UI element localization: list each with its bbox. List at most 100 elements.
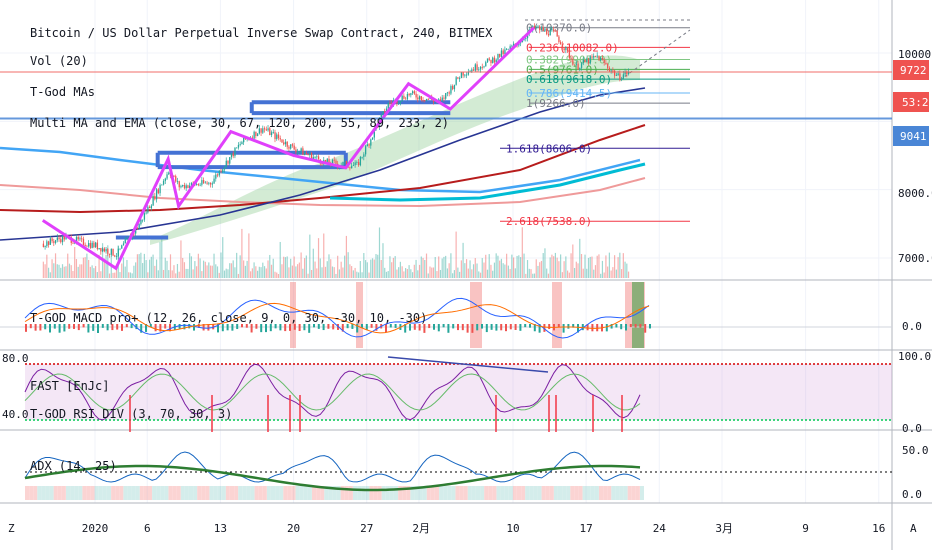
macd-hist-bar (130, 324, 133, 329)
adx-area (336, 486, 341, 500)
macd-hist-bar (125, 324, 128, 328)
candle-body (178, 181, 180, 188)
candle-body (598, 55, 600, 61)
adx-area (41, 486, 46, 500)
volume-bar (521, 227, 523, 278)
support-boxes[interactable] (115, 100, 451, 240)
volume-bar (530, 269, 532, 278)
candle-body (584, 59, 586, 63)
adx-axis: 50.0 0.0 (902, 444, 929, 501)
corner-left-button[interactable]: Z (8, 522, 15, 535)
candle-body (138, 224, 140, 229)
adx-area (529, 486, 534, 500)
volume-bar (457, 267, 459, 278)
volume-bar (42, 261, 44, 278)
volume-bar (63, 266, 65, 278)
candle-body (281, 139, 283, 143)
candle-body (422, 99, 424, 101)
candle-body (147, 206, 149, 213)
price-horizontal-lines[interactable] (0, 71, 892, 120)
macd-hist-bar (461, 324, 464, 331)
volume-bar (131, 273, 133, 278)
volume-bar (220, 252, 222, 278)
candle-body (499, 53, 501, 57)
candle-body (351, 166, 353, 169)
candle-body (218, 170, 220, 176)
zigzag-line[interactable] (41, 26, 535, 271)
candle-body (427, 98, 429, 100)
volume-bar (60, 267, 62, 278)
macd-hist-bar (317, 324, 320, 329)
rsi-line (24, 363, 641, 421)
rsi-right-tick: 0.0 (902, 422, 922, 435)
adx-area (205, 486, 210, 500)
fib-level-label: 1(9266.0) (526, 97, 586, 110)
volume-bar (77, 266, 79, 278)
candle-body (307, 154, 309, 156)
volume-bar (438, 256, 440, 278)
volume-bar (594, 265, 597, 278)
candle-body (467, 72, 470, 75)
adx-area (279, 486, 284, 500)
macd-hist-bar (490, 324, 493, 330)
candle-body (549, 29, 551, 36)
volume-bar (560, 254, 562, 278)
volume-bar (439, 269, 442, 278)
adx-area (353, 486, 357, 500)
volume-bar (114, 272, 116, 278)
adx-area (78, 486, 83, 500)
volume-bar (356, 271, 358, 278)
candle-body (206, 182, 208, 184)
corner-right-button[interactable]: A (910, 522, 917, 535)
volume-bar (427, 273, 429, 278)
volume-bar (462, 242, 464, 278)
macd-hist-bar (538, 324, 541, 333)
candle-body (95, 242, 97, 248)
volume-bar (239, 255, 241, 278)
volume-bar (450, 253, 452, 278)
macd-hist-bar (39, 324, 42, 331)
volume-bar (551, 254, 553, 278)
adx-area (582, 486, 587, 500)
candle-body (44, 246, 46, 248)
volume-bar (68, 263, 71, 278)
volume-bar (411, 272, 414, 278)
volume-bar (56, 264, 58, 278)
ma-line-pink (0, 177, 646, 208)
volume-bar (506, 253, 508, 278)
candle-body (546, 28, 548, 35)
adx-area (570, 486, 575, 500)
macd-hist-bar (644, 324, 647, 333)
volume-bar (547, 273, 550, 278)
volume-bar (542, 253, 544, 278)
volume-bar (600, 273, 602, 278)
volume-bar (265, 268, 267, 278)
legend-multi-ma: Multi MA and EMA (close, 30, 67, 120, 20… (30, 116, 449, 130)
volume-bar (465, 259, 468, 278)
adx-area (266, 486, 271, 500)
volume-bar (267, 260, 269, 278)
candle-body (384, 111, 386, 113)
volume-bar (197, 253, 199, 278)
macd-hist-bar (524, 324, 527, 328)
candle-body (269, 128, 271, 136)
adx-area (459, 486, 464, 500)
adx-area (562, 486, 567, 500)
candle-body (612, 70, 614, 72)
candle-body (47, 241, 50, 245)
adx-area (599, 486, 603, 500)
volume-bar (115, 267, 118, 278)
adx-area (406, 486, 411, 500)
volume-bar (169, 254, 172, 278)
macd-hist-bar (269, 324, 272, 332)
volume-bar (253, 262, 255, 278)
candle-body (627, 71, 630, 75)
volume-bar (523, 253, 525, 278)
zigzag-polyline (41, 26, 535, 271)
candle-body (49, 238, 52, 245)
candle-body (180, 186, 182, 188)
candle-body (290, 144, 292, 149)
fibonacci-retracement[interactable]: 0(10370.0)0.236(10082.0)0.382(9905.0)0.5… (500, 19, 691, 228)
volume-bar (279, 241, 281, 278)
candle-body (385, 108, 388, 113)
